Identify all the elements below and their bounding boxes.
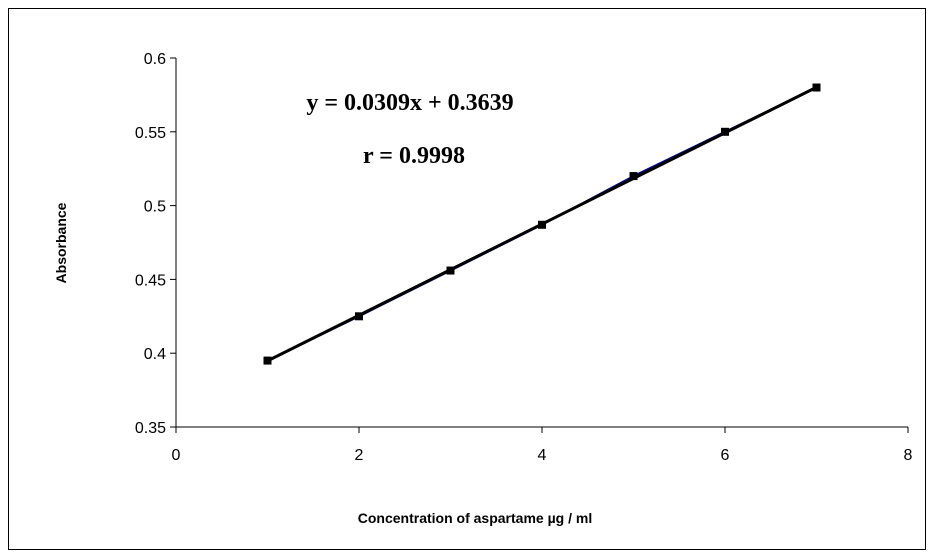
data-point-marker <box>446 266 455 275</box>
x-axis-title: Concentration of aspartame µg / ml <box>358 510 592 526</box>
x-tick-label: 0 <box>172 447 181 464</box>
data-point-marker <box>812 83 821 92</box>
x-tick-label: 2 <box>355 447 364 464</box>
correlation-coefficient: r = 0.9998 <box>363 143 465 169</box>
x-tick-label: 8 <box>904 447 913 464</box>
data-point-marker <box>355 312 363 321</box>
y-tick-label: 0.45 <box>135 272 166 289</box>
data-markers-layer <box>263 83 821 365</box>
y-tick-label: 0.4 <box>144 346 166 363</box>
y-axis-title: Absorbance <box>53 202 69 283</box>
data-point-marker <box>538 220 546 229</box>
axes-layer <box>175 58 908 428</box>
tick-layer: 0.35 0.4 0.45 0.5 0.55 0.6 0 2 4 6 8 <box>135 51 913 464</box>
y-tick-label: 0.6 <box>144 51 166 68</box>
trendline-equation: y = 0.0309x + 0.3639 <box>306 90 513 116</box>
data-point-marker <box>721 127 729 136</box>
x-tick-label: 6 <box>721 447 730 464</box>
data-point-marker <box>629 172 638 181</box>
y-tick-label: 0.55 <box>135 125 166 142</box>
chart-frame <box>8 8 926 550</box>
data-point-marker <box>263 356 272 365</box>
y-tick-label: 0.5 <box>144 199 166 216</box>
y-tick-label: 0.35 <box>135 420 166 437</box>
x-tick-label: 4 <box>538 447 547 464</box>
